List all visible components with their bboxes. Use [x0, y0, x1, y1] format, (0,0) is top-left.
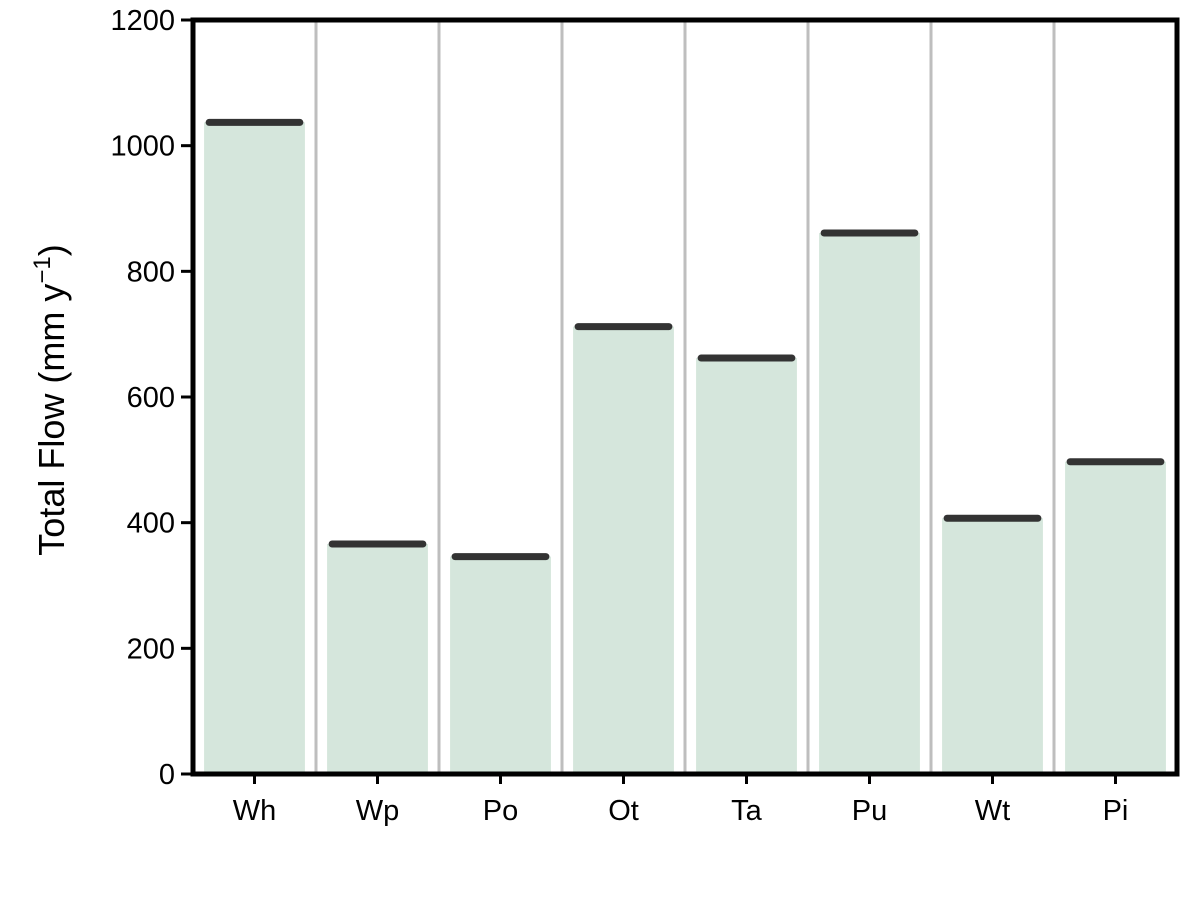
y-axis-title-paren-open: ( — [31, 372, 72, 394]
bar-wp — [327, 544, 428, 774]
x-tick-label-ot: Ot — [608, 795, 639, 827]
y-axis-title-unit: mm y — [31, 284, 72, 372]
x-tick-label-wh: Wh — [233, 795, 277, 827]
x-tick-label-pi: Pi — [1103, 795, 1129, 827]
bar-wh — [204, 122, 305, 774]
x-tick-label-wp: Wp — [356, 795, 400, 827]
y-tick-label: 1200 — [110, 5, 175, 37]
y-axis-title-main: Total Flow — [31, 393, 72, 556]
y-axis-title-paren-close: ) — [31, 244, 72, 256]
y-tick-label: 0 — [159, 759, 175, 791]
y-axis-title-exponent: −1 — [29, 256, 56, 283]
y-axis-ticks: 0 200 400 600 800 1000 1200 — [110, 5, 193, 791]
x-tick-label-po: Po — [483, 795, 518, 827]
bar-ta — [696, 358, 797, 774]
x-tick-label-ta: Ta — [731, 795, 763, 827]
y-axis-title: Total Flow (mm y−1) — [29, 244, 72, 555]
y-tick-label: 800 — [127, 256, 175, 288]
bar-ot — [573, 326, 674, 774]
x-tick-label-pu: Pu — [852, 795, 887, 827]
value-markers — [205, 118, 1165, 561]
y-tick-label: 200 — [127, 633, 175, 665]
bar-pu — [819, 233, 920, 774]
x-axis-ticks: Wh Wp Po Ot Ta Pu Wt Pi — [233, 774, 1129, 827]
bars — [204, 122, 1166, 774]
bar-wt — [942, 518, 1043, 774]
x-tick-label-wt: Wt — [975, 795, 1010, 827]
y-tick-label: 600 — [127, 382, 175, 414]
bar-po — [450, 556, 551, 774]
y-tick-label: 400 — [127, 508, 175, 540]
bar-pi — [1065, 461, 1166, 774]
y-tick-label: 1000 — [110, 131, 175, 163]
category-separators — [314, 20, 1056, 774]
